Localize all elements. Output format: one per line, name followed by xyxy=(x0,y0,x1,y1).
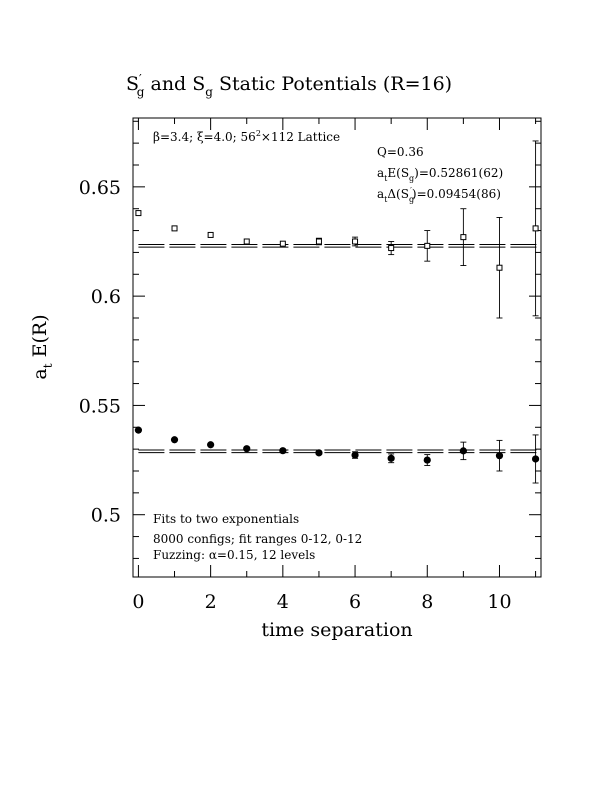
data-point-circle xyxy=(531,455,540,463)
data-point-square xyxy=(243,238,250,245)
configs-annotation: 8000 configs; fit ranges 0-12, 0-12 xyxy=(153,532,362,546)
data-point-circle xyxy=(423,456,431,464)
tick-labels: 0 2 4 6 8 10 0.5 0.55 0.6 0.65 xyxy=(79,177,512,613)
data-point-circle xyxy=(315,449,323,457)
y-axis-label: at E(R) xyxy=(29,314,55,379)
x-tick-label: 4 xyxy=(277,591,289,613)
data-point-circle xyxy=(459,447,467,455)
data-point-square xyxy=(532,225,539,232)
y-tick-label: 0.5 xyxy=(91,505,121,527)
delta-annotation: atΔ(Sg′)=0.09454(86) xyxy=(377,186,501,204)
x-tick-label: 10 xyxy=(487,591,511,613)
y-tick-label: 0.6 xyxy=(91,286,121,308)
x-tick-label: 6 xyxy=(349,591,361,613)
x-tick-label: 8 xyxy=(421,591,433,613)
data-point-circle xyxy=(387,454,395,462)
data-point-square xyxy=(207,231,214,238)
data-point-circle xyxy=(134,426,143,434)
data-point-square xyxy=(352,238,359,245)
data-point-square xyxy=(460,234,467,241)
data-point-circle xyxy=(279,447,287,455)
data-point-circle xyxy=(207,441,215,449)
data-point-square xyxy=(171,225,178,232)
data-point-square xyxy=(496,264,503,271)
x-axis-label: time separation xyxy=(261,619,412,641)
fits-annotation: Fits to two exponentials xyxy=(153,512,299,526)
x-tick-label: 0 xyxy=(132,591,144,613)
data-point-square xyxy=(135,210,142,217)
lattice-annotation: β=3.4; ξ=4.0; 562×112 Lattice xyxy=(153,129,340,144)
data-point-square xyxy=(279,240,286,247)
data-point-circle xyxy=(170,436,179,444)
data-points xyxy=(134,140,540,484)
y-tick-label: 0.65 xyxy=(79,177,121,199)
data-point-circle xyxy=(495,452,504,460)
energy-annotation: atE(Sg)=0.52861(62) xyxy=(377,166,503,183)
x-tick-label: 2 xyxy=(205,591,217,613)
data-point-circle xyxy=(243,445,251,453)
q-annotation: Q=0.36 xyxy=(377,145,424,159)
plot-frame xyxy=(132,117,542,578)
fit-lines xyxy=(138,244,541,454)
data-point-square xyxy=(388,245,395,252)
data-point-square xyxy=(424,242,431,249)
axis-ticks xyxy=(133,118,541,577)
fuzzing-annotation: Fuzzing: α=0.15, 12 levels xyxy=(153,548,315,562)
y-tick-label: 0.55 xyxy=(79,395,121,417)
chart-title: S′ g and Sg Static Potentials (R=16) xyxy=(126,72,452,99)
data-point-square xyxy=(315,238,322,245)
data-point-circle xyxy=(351,451,359,459)
